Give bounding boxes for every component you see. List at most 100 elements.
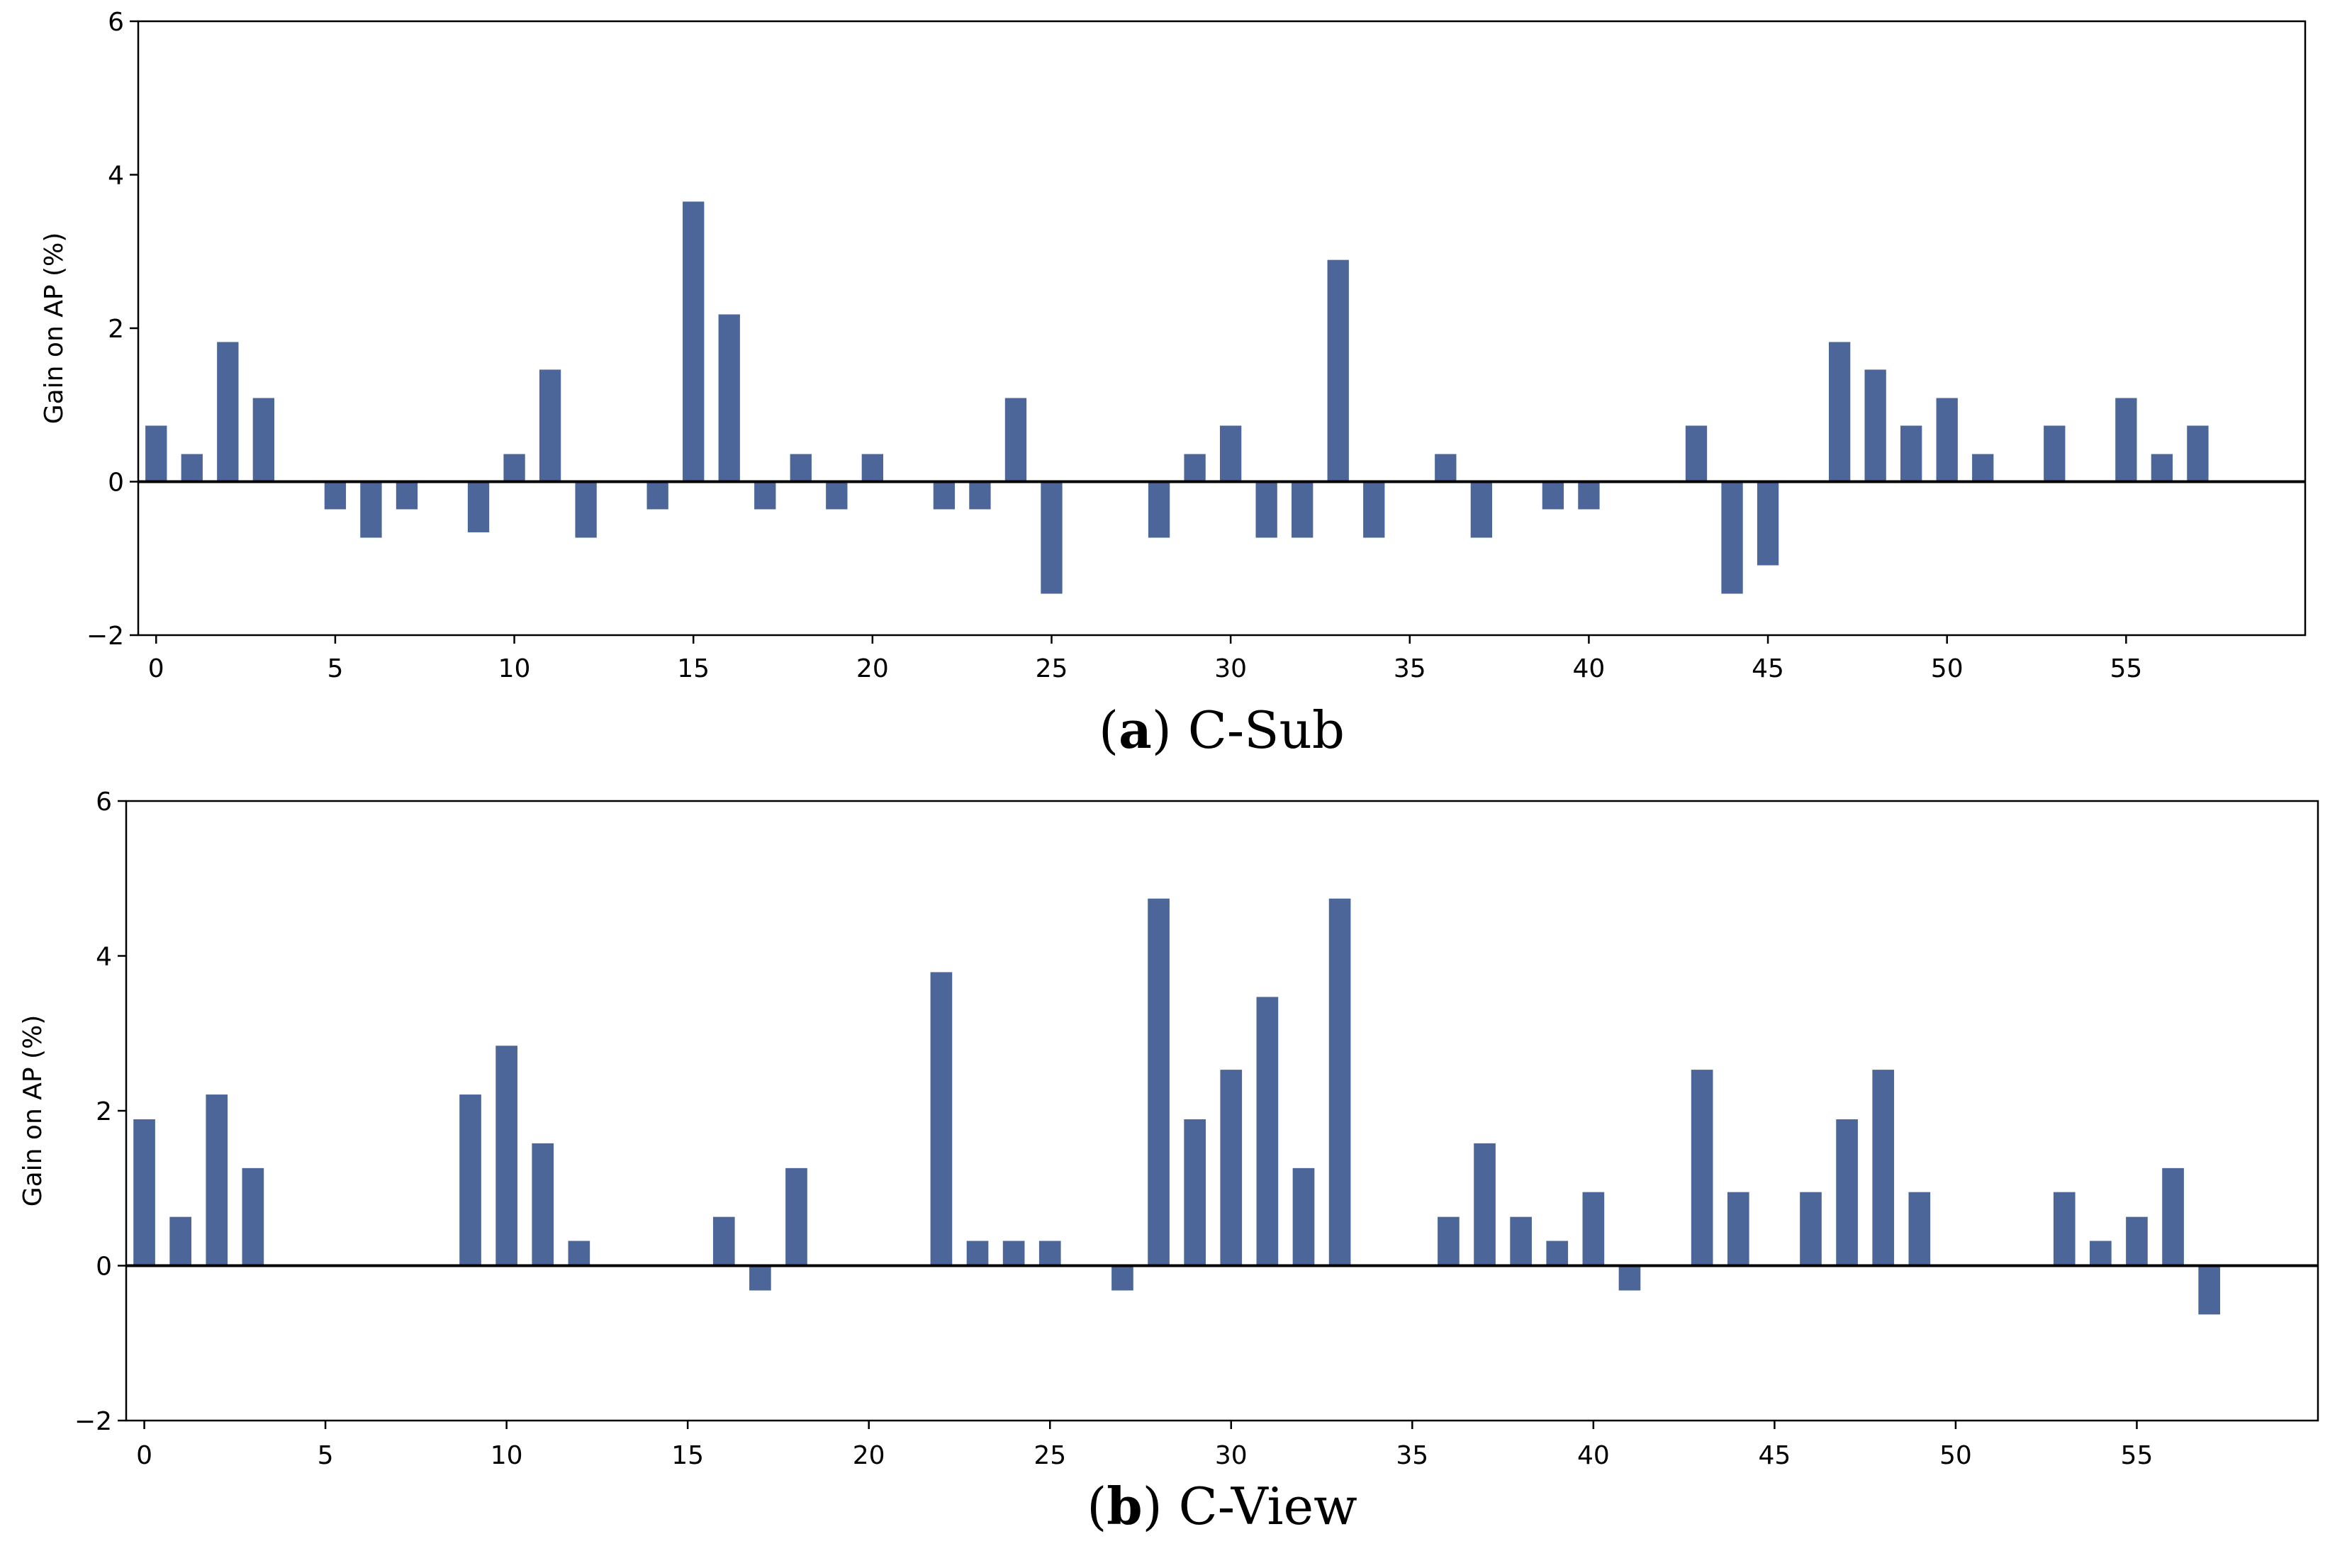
- bar: [133, 1119, 155, 1266]
- bar: [785, 1167, 807, 1266]
- bar: [1578, 481, 1600, 510]
- bar: [459, 1094, 481, 1266]
- caption-open-paren: (: [1099, 700, 1119, 760]
- bar: [1691, 1070, 1713, 1266]
- bar: [1363, 481, 1385, 538]
- y-tick-label: −2: [74, 1407, 112, 1436]
- bar: [1900, 425, 1922, 482]
- bar: [1470, 481, 1492, 538]
- y-tick-label: 6: [96, 788, 112, 817]
- bar: [1685, 425, 1708, 482]
- x-tick-label: 35: [1394, 654, 1426, 683]
- bar: [969, 481, 991, 510]
- bar: [145, 425, 167, 482]
- bar: [169, 1216, 191, 1266]
- x-tick-label: 5: [318, 1441, 334, 1470]
- bar: [1872, 1070, 1895, 1266]
- y-tick-label: 0: [108, 469, 124, 498]
- bar: [467, 481, 490, 532]
- chart-b: −2 0 2 4 6 0 5 10 15 20 25 30 35 40 45 50 55 Gain on AP (…: [18, 788, 2319, 1536]
- caption-letter: b: [1107, 1476, 1142, 1536]
- bar: [2044, 425, 2066, 482]
- y-tick-label: 2: [96, 1097, 112, 1126]
- y-axis-label: Gain on AP (%): [18, 1015, 47, 1207]
- bar: [360, 481, 382, 538]
- bar: [1727, 1192, 1749, 1266]
- bar: [1292, 481, 1314, 538]
- bar: [1721, 481, 1743, 594]
- bar: [1111, 1265, 1133, 1291]
- bar: [933, 481, 956, 510]
- bar: [1184, 454, 1206, 482]
- bar: [532, 1143, 554, 1266]
- bar: [1256, 997, 1279, 1266]
- bar: [217, 342, 239, 482]
- bar: [718, 314, 740, 482]
- bar: [1148, 481, 1170, 538]
- x-tick-label: 35: [1396, 1441, 1428, 1470]
- chart-a: −2 0 2 4 6 0 5 10 15 20 25 30 35 40 45 50 55 Gain on AP (…: [40, 8, 2307, 760]
- bar: [1328, 898, 1351, 1266]
- bar: [1038, 1241, 1061, 1266]
- x-tick-label: 25: [1036, 654, 1068, 683]
- bar: [1438, 1216, 1460, 1266]
- bar: [1836, 1119, 1858, 1266]
- bar: [683, 201, 705, 482]
- bar: [539, 369, 561, 482]
- bar: [1972, 454, 1994, 482]
- caption-open-paren: (: [1087, 1477, 1107, 1536]
- bar: [861, 454, 883, 482]
- bar: [181, 454, 203, 482]
- bar: [646, 481, 668, 510]
- bar: [2151, 454, 2173, 482]
- bar: [2187, 425, 2209, 482]
- bar: [1041, 481, 1063, 594]
- x-tick-label: 15: [671, 1441, 704, 1470]
- chart-caption: (a) C-Sub: [1099, 700, 1345, 760]
- bar: [712, 1216, 735, 1266]
- bar: [1004, 398, 1027, 482]
- bar: [2126, 1216, 2148, 1266]
- y-tick-label: 2: [108, 315, 124, 344]
- bar: [1327, 259, 1349, 482]
- bar: [503, 454, 525, 482]
- caption-letter: a: [1119, 700, 1152, 760]
- bar: [252, 398, 275, 482]
- bar: [2198, 1265, 2221, 1315]
- bar: [2115, 398, 2137, 482]
- bar: [1148, 898, 1170, 1266]
- x-tick-label: 30: [1214, 654, 1247, 683]
- x-tick-label: 25: [1034, 1441, 1066, 1470]
- bar: [966, 1241, 989, 1266]
- bar: [2090, 1241, 2112, 1266]
- x-tick-label: 50: [1931, 654, 1964, 683]
- bar: [1936, 398, 1958, 482]
- bar: [242, 1167, 264, 1266]
- caption-close-paren: ): [1152, 700, 1172, 760]
- y-axis-label: Gain on AP (%): [40, 233, 69, 425]
- bar: [1435, 454, 1457, 482]
- x-tick-label: 40: [1573, 654, 1606, 683]
- bar: [2162, 1167, 2184, 1266]
- bar: [495, 1046, 517, 1266]
- bar: [1220, 1070, 1243, 1266]
- bar: [568, 1241, 590, 1266]
- bar: [2053, 1192, 2076, 1266]
- bar: [1184, 1119, 1206, 1266]
- bar: [575, 481, 597, 538]
- bar: [1800, 1192, 1822, 1266]
- y-tick-label: 0: [96, 1253, 112, 1282]
- bar: [1864, 369, 1886, 482]
- bar: [1757, 481, 1779, 566]
- bar: [1255, 481, 1277, 538]
- x-tick-label: 55: [2110, 654, 2142, 683]
- bar: [1546, 1241, 1569, 1266]
- x-tick-label: 30: [1215, 1441, 1248, 1470]
- bar: [396, 481, 418, 510]
- bar: [1582, 1192, 1605, 1266]
- x-tick-label: 0: [148, 654, 164, 683]
- bar: [324, 481, 347, 510]
- y-tick-label: 4: [96, 943, 112, 972]
- x-tick-label: 40: [1577, 1441, 1610, 1470]
